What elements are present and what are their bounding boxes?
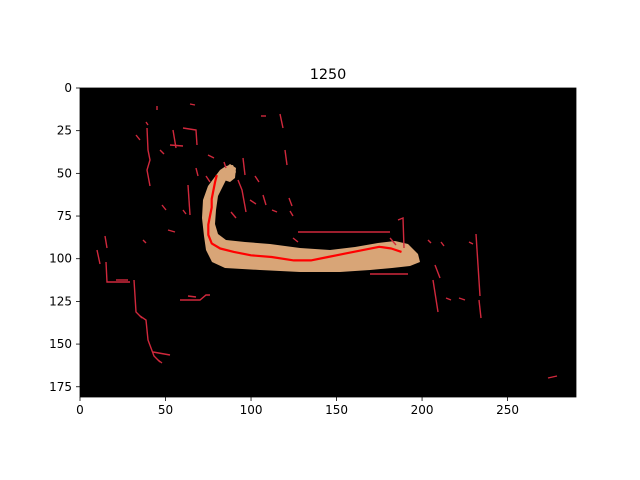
edge-fragment (230, 211, 237, 219)
edge-fragment (152, 351, 171, 356)
y-tick-label: 175 (49, 380, 72, 394)
edge-fragment (458, 297, 466, 301)
edge-fragment (292, 237, 299, 243)
edge-fragment (237, 179, 247, 213)
edge-fragment (478, 299, 482, 319)
edge-fragment (180, 294, 210, 301)
x-tick-label: 150 (325, 403, 348, 417)
x-tick-label: 200 (411, 403, 434, 417)
edge-fragment (159, 149, 165, 155)
animal-head (224, 164, 236, 182)
edge-fragment (445, 297, 452, 301)
edge-fragment (96, 249, 101, 265)
edge-fragment (427, 239, 432, 244)
y-tick-label: 75 (57, 209, 72, 223)
edge-fragment (105, 261, 130, 283)
edge-fragment (167, 229, 176, 233)
edge-fragment (432, 279, 439, 313)
edge-fragment (187, 184, 191, 216)
edge-fragment (139, 315, 161, 363)
edge-fragment (389, 237, 397, 246)
edge-fragment (242, 157, 246, 176)
x-tick-label: 0 (76, 403, 84, 417)
edge-fragment (289, 210, 294, 217)
edge-fragment (547, 375, 558, 379)
edge-fragment (271, 209, 278, 213)
edge-fragment (249, 199, 257, 205)
edge-fragment (475, 233, 481, 297)
image-area (80, 88, 576, 397)
edge-fragment (145, 121, 149, 126)
x-tick-label: 50 (158, 403, 173, 417)
midline-trace (207, 174, 402, 262)
axes-frame (79, 87, 577, 398)
edge-fragment (223, 161, 227, 169)
edge-fragment (104, 235, 108, 249)
edge-fragment (397, 216, 405, 249)
x-tick-label: 100 (240, 403, 263, 417)
edge-fragment (157, 359, 163, 364)
edge-fragment (189, 103, 196, 106)
y-tick-label: 50 (57, 166, 72, 180)
edge-fragment (182, 127, 198, 146)
y-tick-label: 25 (57, 124, 72, 138)
edge-fragment (195, 167, 199, 177)
x-tick-label: 250 (496, 403, 519, 417)
edge-fragment (279, 113, 284, 129)
edge-fragment (146, 127, 151, 187)
edge-fragment (142, 239, 147, 244)
edge-fragment (161, 204, 167, 211)
edge-fragment (254, 175, 260, 183)
edge-fragment (207, 154, 215, 159)
x-axis: 0 50 100 150 200 250 (76, 397, 519, 417)
edge-fragment (169, 144, 184, 147)
y-tick-label: 125 (49, 294, 72, 308)
edge-fragment (205, 175, 211, 183)
animal-body (202, 165, 420, 272)
y-axis: 0 25 50 75 100 125 150 175 (49, 81, 80, 394)
edge-fragment (262, 194, 267, 206)
y-tick-label: 100 (49, 252, 72, 266)
image-background (80, 88, 576, 397)
y-tick-label: 150 (49, 337, 72, 351)
edge-fragment (284, 149, 288, 166)
plot-title: 1250 (310, 67, 347, 83)
edge-fragment (440, 241, 445, 247)
edge-artifacts (96, 103, 558, 379)
edge-fragment (182, 209, 187, 215)
edge-fragment (135, 134, 141, 141)
edge-fragment (288, 197, 293, 207)
edge-fragment (468, 241, 474, 245)
y-tick-label: 0 (64, 81, 72, 95)
edge-fragment (434, 264, 441, 279)
edge-fragment (187, 295, 197, 298)
